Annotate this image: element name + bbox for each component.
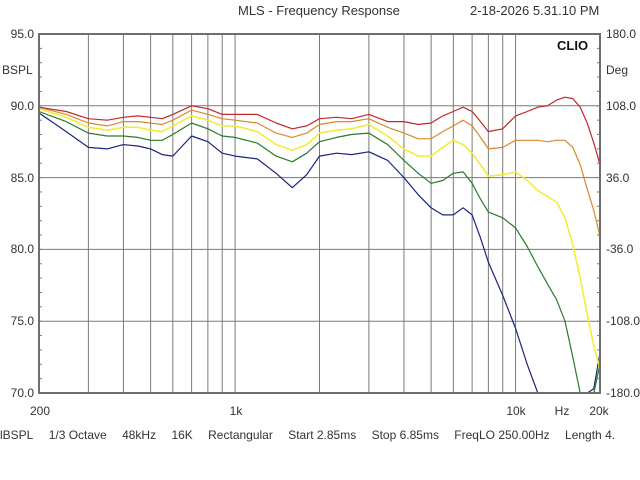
y-tick-75: 75.0 — [10, 314, 34, 328]
y2-tick-minus36: -36.0 — [606, 242, 634, 256]
curve-yellow — [38, 107, 601, 369]
y2-tick-minus108: -108.0 — [606, 314, 640, 328]
footer-size: 16K — [171, 428, 193, 442]
y-tick-95: 95.0 — [10, 27, 34, 41]
footer-smoothing: 1/3 Octave — [48, 428, 107, 442]
right-axis-unit: Deg — [606, 63, 629, 77]
y-tick-70: 70.0 — [10, 386, 34, 400]
y-tick-85: 85.0 — [10, 171, 34, 185]
clio-logo: CLIO — [557, 38, 589, 53]
curve-red — [38, 96, 601, 165]
x-tick-200: 200 — [29, 404, 51, 418]
footer-sample-rate: 48kHz — [122, 428, 157, 442]
y-tick-90: 90.0 — [10, 99, 34, 113]
y2-tick-minus180: -180.0 — [606, 386, 640, 400]
footer-stop: Stop 6.85ms — [371, 428, 439, 442]
left-axis-unit: BSPL — [2, 63, 33, 77]
y2-tick-36: 36.0 — [606, 171, 630, 185]
measurement-settings-bar: lBSPL 1/3 Octave 48kHz 16K Rectangular S… — [0, 428, 627, 442]
chart-title: MLS - Frequency Response — [238, 3, 400, 18]
y2-tick-180: 180.0 — [606, 27, 637, 41]
footer-window: Rectangular — [208, 428, 273, 442]
footer-start: Start 2.85ms — [288, 428, 357, 442]
curve-green — [38, 110, 601, 394]
plot-frame — [38, 33, 601, 394]
y-tick-80: 80.0 — [10, 242, 34, 256]
x-axis-unit: Hz — [554, 404, 570, 418]
x-tick-1k: 1k — [229, 404, 243, 418]
footer-length: Length 4. — [565, 428, 616, 442]
x-tick-10k: 10k — [506, 404, 526, 418]
x-tick-20k: 20k — [589, 404, 609, 418]
footer-unit: lBSPL — [0, 428, 34, 442]
y2-tick-108: 108.0 — [606, 99, 637, 113]
footer-freqlo: FreqLO 250.00Hz — [454, 428, 550, 442]
timestamp: 2-18-2026 5.31.10 PM — [470, 3, 600, 18]
curve-orange — [38, 106, 601, 237]
